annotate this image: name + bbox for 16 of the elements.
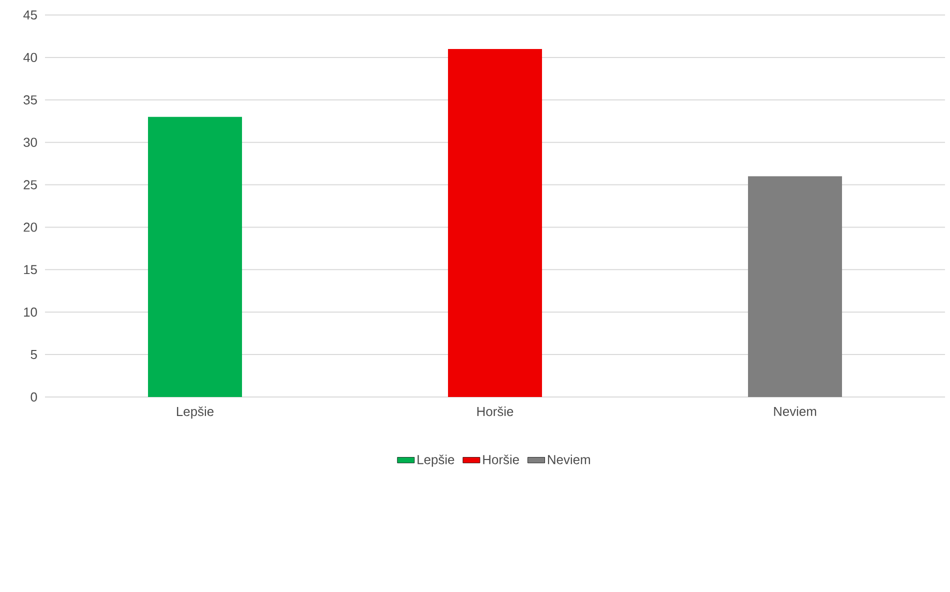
y-tick-label: 40 xyxy=(23,52,37,62)
x-tick-label: Lepšie xyxy=(176,406,214,419)
y-tick-label: 45 xyxy=(23,10,37,20)
x-tick-label: Neviem xyxy=(774,406,816,416)
legend-label: Neviem xyxy=(548,454,590,464)
y-tick-label: 25 xyxy=(24,180,37,190)
y-tick-label: 35 xyxy=(24,95,37,104)
x-tick-label: Horšie xyxy=(477,406,514,416)
y-tick-label: 30 xyxy=(24,138,37,147)
y-tick-label: 20 xyxy=(24,222,37,232)
y-tick-label: 0 xyxy=(30,392,37,402)
y-tick-label: 15 xyxy=(24,265,37,274)
y-tick-label: 10 xyxy=(24,308,37,317)
y-tick-label: 5 xyxy=(30,350,37,360)
legend-label: Lepšie xyxy=(418,454,454,467)
legend-label: Horšie xyxy=(483,454,519,464)
